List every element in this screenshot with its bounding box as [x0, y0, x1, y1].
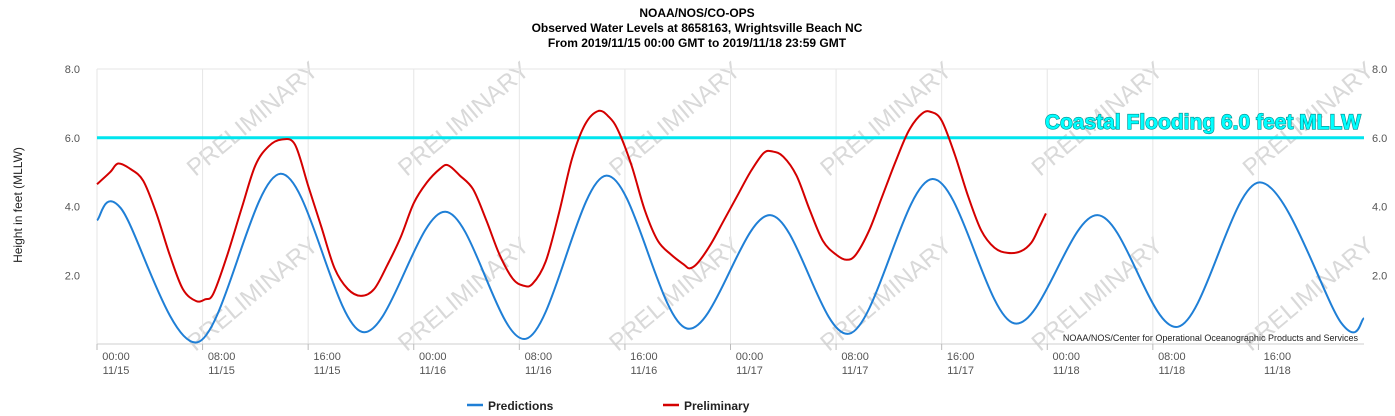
x-tick-time: 00:00	[736, 351, 764, 363]
x-tick-date: 11/18	[1158, 365, 1185, 377]
watermark-text: PRELIMINARY	[604, 57, 746, 182]
chart-title: NOAA/NOS/CO-OPS Observed Water Levels at…	[532, 6, 863, 50]
grid-layer	[96, 68, 1364, 344]
axis-layer: 00:00 11/15 08:00 11/15 16:00 11/15 00:00 11/16…	[65, 64, 1388, 377]
y-tick-left: 4.0	[65, 202, 80, 214]
legend-item-preliminary[interactable]: Preliminary	[663, 399, 750, 413]
x-tick-date: 11/16	[419, 365, 446, 377]
x-tick-time: 00:00	[102, 351, 130, 363]
legend-item-predictions[interactable]: Predictions	[467, 399, 554, 413]
legend[interactable]: Predictions Preliminary	[467, 399, 750, 413]
x-tick-date: 11/17	[947, 365, 974, 377]
threshold-layer: Coastal Flooding 6.0 feet MLLW	[97, 110, 1364, 140]
y-tick-left: 2.0	[65, 270, 80, 282]
x-tick-date: 11/15	[208, 365, 235, 377]
chart-title-line-3: From 2019/11/15 00:00 GMT to 2019/11/18 …	[548, 36, 847, 50]
x-tick-time: 16:00	[1264, 351, 1292, 363]
x-tick-time: 08:00	[208, 351, 236, 363]
x-tick-time: 08:00	[1158, 351, 1186, 363]
y-axis-label: Height in feet (MLLW)	[11, 147, 25, 263]
x-tick-time: 16:00	[313, 351, 341, 363]
y-tick-right: 4.0	[1372, 202, 1387, 214]
x-tick-time: 08:00	[841, 351, 869, 363]
watermark-text: PRELIMINARY	[604, 232, 746, 357]
x-tick-date: 11/17	[736, 365, 763, 377]
x-tick-time: 16:00	[947, 351, 975, 363]
series-line-preliminary	[96, 109, 1047, 303]
x-tick-date: 11/18	[1264, 365, 1291, 377]
x-tick-time: 16:00	[630, 351, 658, 363]
legend-label-predictions: Predictions	[488, 399, 554, 413]
watermark-text: PRELIMINARY	[815, 232, 957, 357]
x-tick-date: 11/18	[1053, 365, 1080, 377]
watermark-text: PRELIMINARY	[393, 57, 535, 182]
watermark-text: PRELIMINARY	[815, 57, 957, 182]
x-tick-time: 00:00	[1052, 351, 1080, 363]
y-tick-right: 6.0	[1372, 133, 1387, 145]
y-tick-right: 8.0	[1372, 64, 1387, 76]
x-tick-time: 08:00	[525, 351, 553, 363]
chart-title-line-1: NOAA/NOS/CO-OPS	[639, 6, 754, 20]
x-tick-date: 11/16	[525, 365, 552, 377]
x-tick-date: 11/15	[314, 365, 341, 377]
series-line-predictions	[96, 172, 1365, 344]
x-tick-time: 00:00	[419, 351, 447, 363]
x-tick-date: 11/15	[103, 365, 130, 377]
y-tick-left: 6.0	[65, 133, 80, 145]
x-tick-date: 11/16	[631, 365, 658, 377]
x-tick-date: 11/17	[842, 365, 869, 377]
series-layer	[96, 109, 1365, 344]
watermark-layer: PRELIMINARY PRELIMINARY PRELIMINARY PRELIMI…	[182, 57, 1380, 357]
legend-label-preliminary: Preliminary	[684, 399, 750, 413]
y-tick-right: 2.0	[1372, 270, 1387, 282]
credit-text: NOAA/NOS/Center for Operational Oceanogr…	[1063, 333, 1359, 343]
coastal-flooding-threshold-label: Coastal Flooding 6.0 feet MLLW	[1045, 111, 1361, 134]
chart-title-line-2: Observed Water Levels at 8658163, Wright…	[532, 21, 863, 35]
y-tick-left: 8.0	[65, 64, 80, 76]
